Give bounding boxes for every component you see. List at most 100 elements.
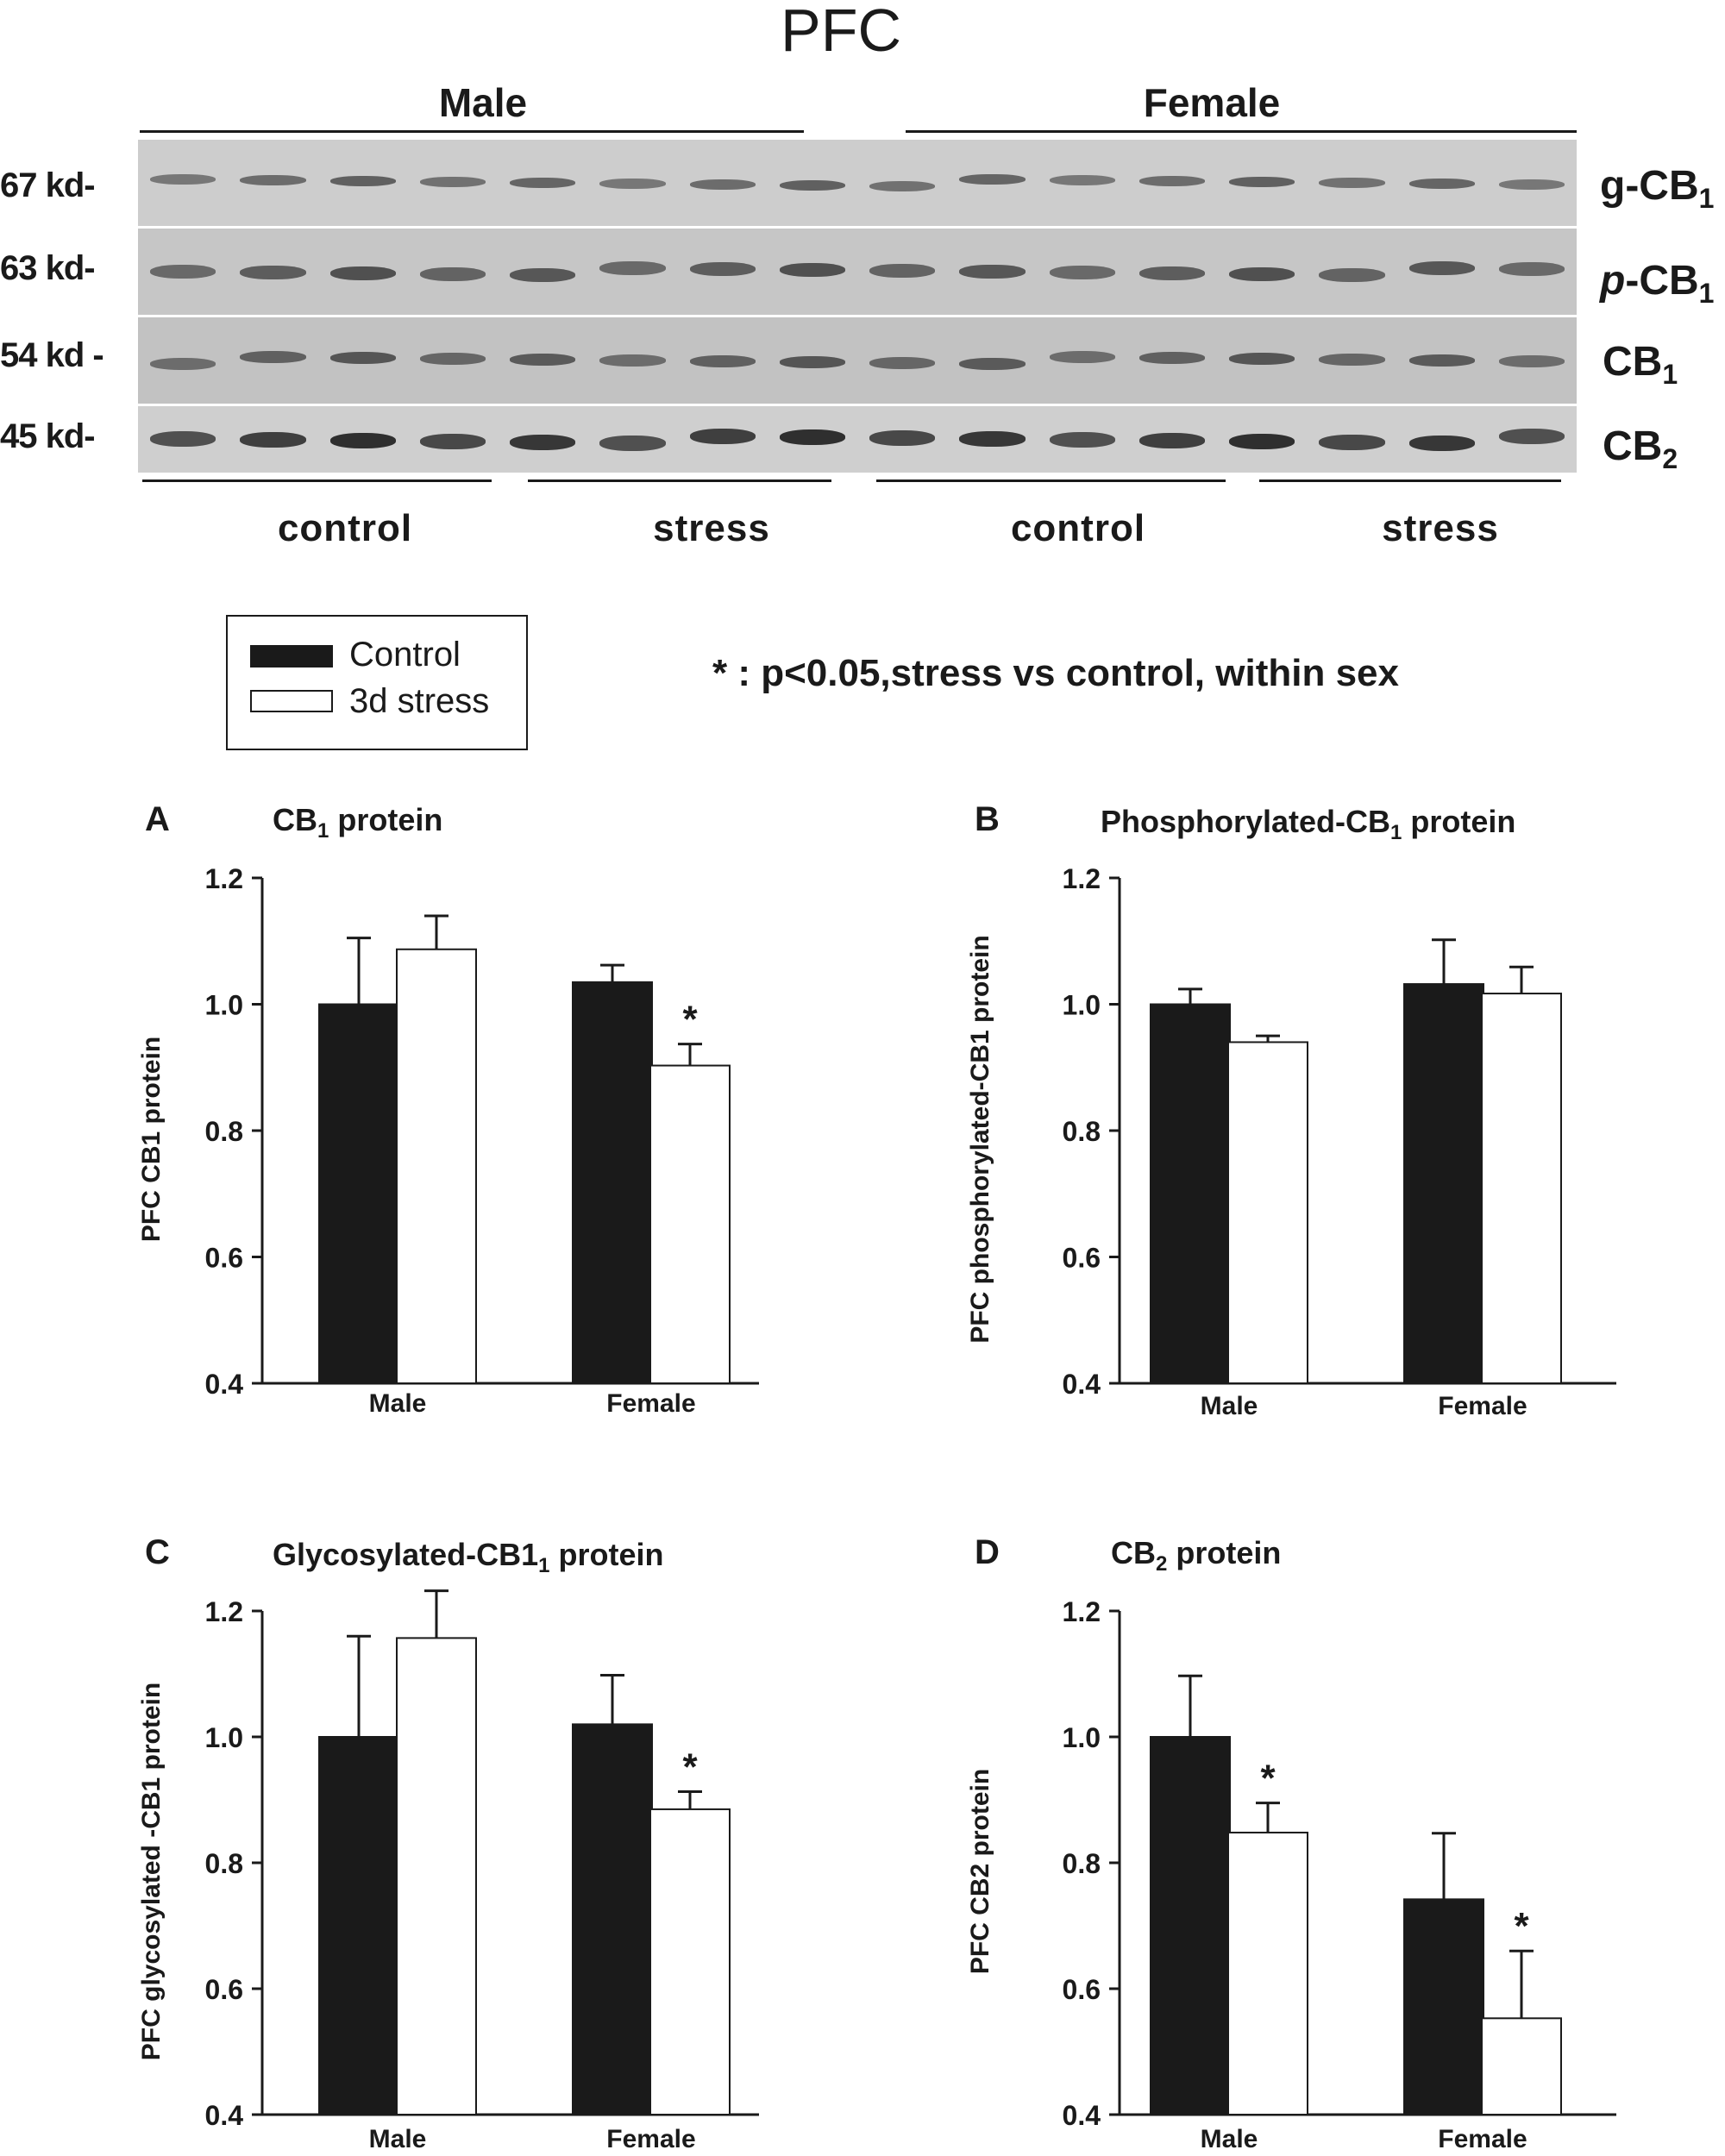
blot-band bbox=[1408, 354, 1475, 367]
blot-band bbox=[1408, 261, 1475, 275]
y-tick-label: 1.2 bbox=[205, 1596, 243, 1627]
bar-stress bbox=[1481, 993, 1562, 1384]
blot-band bbox=[1408, 435, 1475, 451]
kd-label-67: 67 kd- bbox=[0, 166, 96, 204]
blot-band bbox=[1408, 179, 1475, 189]
bar-stress bbox=[396, 948, 477, 1384]
blot-band bbox=[1498, 262, 1565, 276]
blot-band bbox=[1049, 175, 1115, 185]
male-bracket-line bbox=[140, 130, 804, 133]
blot-strip bbox=[138, 227, 1577, 315]
x-tick-label: Male bbox=[369, 2125, 427, 2153]
blot-band bbox=[1319, 178, 1385, 188]
x-tick-label: Male bbox=[369, 1389, 427, 1418]
y-tick-label: 1.0 bbox=[205, 990, 243, 1021]
y-tick-label: 0.4 bbox=[1063, 2100, 1101, 2131]
blot-band bbox=[689, 262, 756, 276]
blot-band bbox=[419, 433, 486, 449]
blot-band bbox=[689, 428, 756, 444]
blot-band bbox=[959, 430, 1026, 447]
blot-band bbox=[329, 266, 396, 280]
group-line-male-stress bbox=[528, 479, 831, 482]
blot-band bbox=[689, 179, 756, 190]
figure-title: PFC bbox=[781, 0, 901, 64]
blot-band bbox=[869, 264, 936, 278]
group-label-female-stress: stress bbox=[1382, 507, 1499, 549]
panel-title-a: CB1 protein bbox=[273, 802, 443, 843]
blot-band bbox=[1498, 355, 1565, 367]
bar-control bbox=[1150, 1736, 1231, 2115]
group-label-male-control: control bbox=[277, 507, 413, 549]
x-tick-label: Female bbox=[1438, 1392, 1527, 1420]
y-tick-label: 1.0 bbox=[205, 1722, 243, 1753]
bar-control bbox=[318, 1736, 399, 2115]
kd-label-45: 45 kd- bbox=[0, 417, 96, 455]
blot-band bbox=[1229, 267, 1295, 281]
blot-band bbox=[240, 266, 306, 279]
bar-control bbox=[1403, 983, 1484, 1385]
bar-stress bbox=[1227, 1041, 1308, 1384]
blot-band bbox=[510, 178, 576, 188]
band-name-g-cb1: g-CB1 bbox=[1600, 163, 1715, 214]
x-tick-label: Female bbox=[1438, 2125, 1527, 2153]
blot-band bbox=[1229, 177, 1295, 187]
blot-band bbox=[779, 429, 845, 445]
blot-band bbox=[510, 354, 576, 366]
group-label-male-stress: stress bbox=[653, 507, 770, 549]
y-tick-label: 1.2 bbox=[205, 863, 243, 894]
y-tick-label: 1.0 bbox=[1063, 990, 1101, 1021]
blot-band bbox=[779, 180, 845, 191]
group-line-female-stress bbox=[1259, 479, 1561, 482]
group-label-female-control: control bbox=[1010, 507, 1146, 549]
blot-band bbox=[150, 358, 216, 370]
blot-band bbox=[599, 261, 666, 275]
blot-sex-label-female: Female bbox=[1143, 80, 1281, 125]
kd-label-54: 54 kd - bbox=[0, 336, 104, 374]
blot-band bbox=[419, 177, 486, 187]
blot-band bbox=[1229, 433, 1295, 449]
blot-band bbox=[959, 265, 1026, 279]
bar-stress bbox=[649, 1064, 731, 1384]
blot-band bbox=[1319, 268, 1385, 282]
band-name-p-cb1: p-CB1 bbox=[1600, 258, 1715, 309]
blot-band bbox=[1229, 353, 1295, 365]
x-tick-label: Male bbox=[1201, 1392, 1258, 1420]
blot-band bbox=[329, 432, 396, 448]
bar-control bbox=[572, 981, 653, 1385]
blot-band bbox=[510, 268, 576, 282]
blot-band bbox=[1138, 176, 1205, 186]
significance-star: * bbox=[1514, 1905, 1529, 1947]
blot-band bbox=[1319, 354, 1385, 366]
blot-band bbox=[959, 358, 1026, 370]
blot-band bbox=[329, 176, 396, 186]
y-tick-label: 0.4 bbox=[205, 1369, 244, 1400]
bar-control bbox=[572, 1723, 653, 2116]
blot-band bbox=[1138, 266, 1205, 280]
y-axis-label: PFC CB2 protein bbox=[966, 1769, 994, 1974]
blot-sex-label-male: Male bbox=[438, 80, 528, 125]
bar-control bbox=[1403, 1898, 1484, 2116]
bar-stress bbox=[1227, 1831, 1308, 2115]
x-tick-label: Male bbox=[1201, 2125, 1258, 2153]
panel-letter-b: B bbox=[975, 800, 1000, 838]
blot-band bbox=[779, 356, 845, 368]
band-name-cb2: CB2 bbox=[1603, 423, 1678, 474]
kd-label-63: 63 kd- bbox=[0, 249, 96, 287]
panel-letter-c: C bbox=[145, 1533, 170, 1571]
blot-band bbox=[869, 429, 936, 446]
blot-band bbox=[419, 267, 486, 281]
blot-band bbox=[689, 355, 756, 367]
group-line-female-control bbox=[876, 479, 1226, 482]
blot-band bbox=[1049, 351, 1115, 363]
panel-title-c: Glycosylated-CB11 protein bbox=[273, 1537, 664, 1577]
y-axis-label: PFC phosphorylated-CB1 protein bbox=[966, 935, 994, 1343]
panel-title-b: Phosphorylated-CB1 protein bbox=[1101, 804, 1516, 844]
blot-band bbox=[150, 265, 216, 279]
blot-strip bbox=[138, 138, 1577, 226]
bar-stress bbox=[649, 1808, 731, 2115]
blot-band bbox=[869, 357, 936, 369]
blot-band bbox=[869, 181, 936, 191]
blot-band bbox=[779, 263, 845, 277]
blot-band bbox=[599, 354, 666, 367]
